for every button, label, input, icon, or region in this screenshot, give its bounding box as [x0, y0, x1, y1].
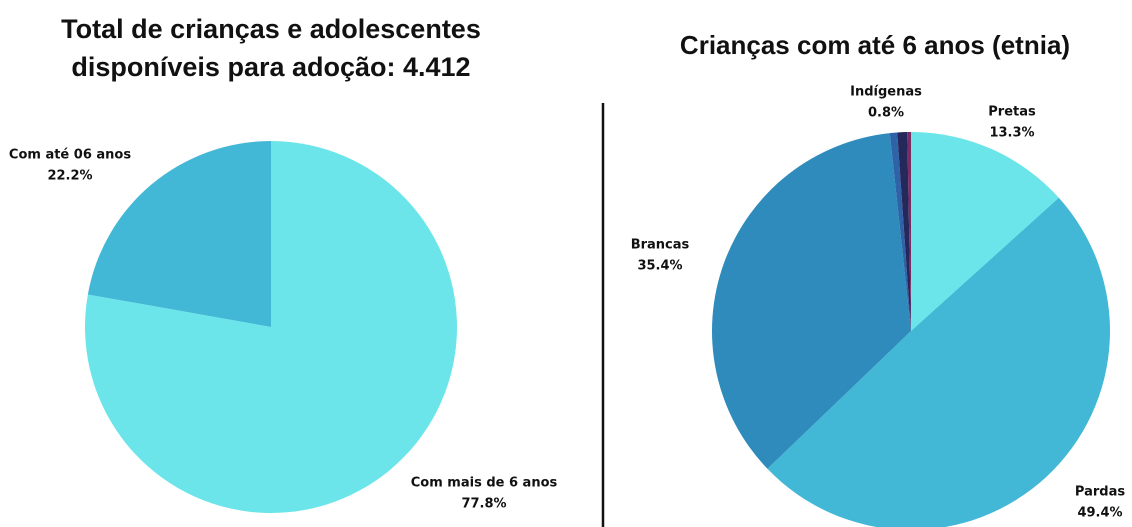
- slice-value-label: 77.8%: [461, 497, 506, 512]
- pie-slice: [87, 141, 271, 327]
- slice-label: Indígenas: [850, 85, 922, 100]
- pie-slice: [85, 141, 458, 513]
- slice-label: Pretas: [988, 105, 1036, 120]
- slice-label: Brancas: [631, 238, 690, 253]
- slice-value-label: 35.4%: [637, 259, 682, 274]
- pie-slice: [897, 132, 911, 331]
- slice-value-label: 13.3%: [989, 126, 1034, 141]
- slice-label: Pardas: [1075, 485, 1125, 500]
- pie-slice: [889, 132, 911, 331]
- chart-title: Total de crianças e adolescentes disponí…: [61, 14, 481, 82]
- slice-label: Com até 06 anos: [9, 148, 131, 163]
- slice-value-label: 0.8%: [868, 106, 904, 121]
- slice-label: Com mais de 6 anos: [411, 476, 558, 491]
- slice-value-label: 22.2%: [47, 169, 92, 184]
- slice-value-label: 49.4%: [1077, 506, 1122, 521]
- pie-slice: [712, 133, 911, 469]
- pie-slice: [767, 197, 1110, 527]
- chart-title: Crianças com até 6 anos (etnia): [679, 30, 1071, 60]
- pie-slice: [907, 132, 911, 331]
- pie-slice: [911, 132, 1059, 331]
